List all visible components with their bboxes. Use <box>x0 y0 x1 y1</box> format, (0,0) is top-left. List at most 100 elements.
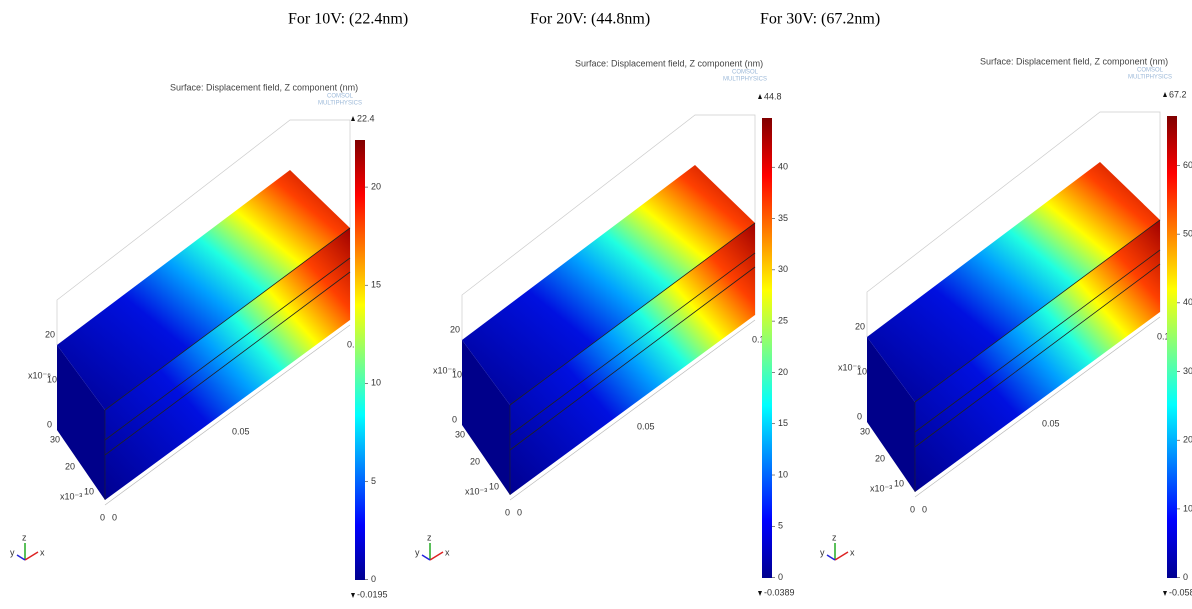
colorbar-tick-label: 30 <box>778 264 788 274</box>
y-tick-label: 20 <box>875 453 885 463</box>
colorbar-tick-label: 50 <box>1183 229 1192 239</box>
z-tick-label: 10 <box>47 374 57 384</box>
x-tick-label: 0 <box>517 507 522 517</box>
colorbar-tick-label: 60 <box>1183 160 1192 170</box>
triad-label: y <box>820 547 825 557</box>
panel-title: Surface: Displacement field, Z component… <box>980 56 1168 66</box>
triad-label: x <box>850 547 855 557</box>
beam-side <box>915 220 1160 492</box>
max-marker <box>1163 92 1167 97</box>
layer-edge <box>914 263 1161 448</box>
triad-label: y <box>415 547 420 557</box>
logo-text: MULTIPHYSICS <box>318 101 362 107</box>
caption: For 10V: (22.4nm) <box>288 11 408 28</box>
layer-edge <box>509 222 756 406</box>
y-tick-label: 10 <box>84 486 94 496</box>
colorbar-tick-label: 20 <box>371 181 381 191</box>
triad-label: z <box>832 532 837 542</box>
y-tick-label: 0 <box>910 504 915 514</box>
min-marker <box>1163 591 1167 596</box>
colorbar-tick-label: 20 <box>778 367 788 377</box>
colorbar-tick-label: 40 <box>1183 297 1192 307</box>
y-scale: x10⁻³ <box>60 491 82 501</box>
y-tick-label: 0 <box>505 507 510 517</box>
caption: For 30V: (67.2nm) <box>760 11 880 28</box>
layer-edge <box>104 227 351 411</box>
x-tick-label: 0.05 <box>1042 418 1060 428</box>
colorbar <box>1167 116 1177 578</box>
logo-text: COMSOL <box>732 70 759 76</box>
x-tick-label: 0 <box>922 504 927 514</box>
beam-end <box>867 337 915 492</box>
logo-text: COMSOL <box>327 94 354 100</box>
colorbar-min: -0.0389 <box>764 587 795 597</box>
layer-edge <box>104 271 351 456</box>
z-tick-label: 10 <box>452 369 462 379</box>
axis-box <box>56 119 351 345</box>
colorbar-tick-label: 5 <box>778 521 783 531</box>
triad-axis <box>421 554 431 561</box>
z-scale: x10⁻⁶ <box>28 370 51 380</box>
colorbar-tick-label: 35 <box>778 213 788 223</box>
layer-edge <box>914 249 1161 433</box>
triad-axis <box>16 554 26 561</box>
colorbar-tick-label: 40 <box>778 162 788 172</box>
y-tick-label: 30 <box>860 426 870 436</box>
colorbar-max: 44.8 <box>764 91 782 101</box>
colorbar-tick-label: 0 <box>371 574 376 584</box>
triad-label: x <box>445 547 450 557</box>
z-tick-label: 20 <box>45 329 55 339</box>
colorbar-tick-label: 30 <box>1183 366 1192 376</box>
colorbar-tick-label: 10 <box>778 469 788 479</box>
colorbar-tick-label: 5 <box>371 476 376 486</box>
logo-text: MULTIPHYSICS <box>1128 75 1172 81</box>
colorbar-tick-label: 15 <box>371 280 381 290</box>
colorbar-min: -0.0584 <box>1169 587 1192 597</box>
triad-label: z <box>427 532 432 542</box>
y-tick-label: 30 <box>50 434 60 444</box>
beam-side <box>510 223 755 495</box>
panel-title: Surface: Displacement field, Z component… <box>575 58 763 68</box>
colorbar-tick-label: 20 <box>1183 435 1192 445</box>
axis-box <box>866 111 1161 337</box>
triad-axis <box>834 551 849 561</box>
max-marker <box>351 116 355 121</box>
beam-side <box>105 228 350 500</box>
triad-axis <box>826 554 836 561</box>
caption: For 20V: (44.8nm) <box>530 11 650 28</box>
min-marker <box>351 593 355 598</box>
x-tick-label: 0.1 <box>752 334 765 344</box>
z-tick-label: 0 <box>857 411 862 421</box>
layer-edge <box>914 219 1161 403</box>
min-marker <box>758 591 762 596</box>
beam-top <box>867 162 1160 402</box>
triad-label: x <box>40 547 45 557</box>
panel-title: Surface: Displacement field, Z component… <box>170 82 358 92</box>
panel: Surface: Displacement field, Z component… <box>10 82 388 599</box>
beam-top <box>57 170 350 410</box>
y-tick-label: 10 <box>489 481 499 491</box>
axis-box <box>461 114 756 340</box>
beam-end <box>462 340 510 495</box>
logo-text: MULTIPHYSICS <box>723 77 767 83</box>
z-tick-label: 20 <box>855 321 865 331</box>
colorbar-tick-label: 10 <box>371 378 381 388</box>
colorbar-tick-label: 10 <box>1183 503 1192 513</box>
y-tick-label: 20 <box>65 461 75 471</box>
axis-line <box>509 319 756 501</box>
triad-axis <box>429 551 444 561</box>
panel: Surface: Displacement field, Z component… <box>415 58 795 597</box>
colorbar-tick-label: 0 <box>1183 572 1188 582</box>
z-scale: x10⁻⁶ <box>433 365 456 375</box>
colorbar-max: 67.2 <box>1169 89 1187 99</box>
axis-line <box>104 324 351 506</box>
colorbar-max: 22.4 <box>357 113 375 123</box>
colorbar-tick-label: 0 <box>778 572 783 582</box>
layer-edge <box>509 266 756 451</box>
panel: Surface: Displacement field, Z component… <box>820 56 1192 597</box>
colorbar <box>355 140 365 580</box>
beam-end <box>57 345 105 500</box>
triad-label: z <box>22 532 27 542</box>
triad-label: y <box>10 547 15 557</box>
x-tick-label: 0.05 <box>637 421 655 431</box>
